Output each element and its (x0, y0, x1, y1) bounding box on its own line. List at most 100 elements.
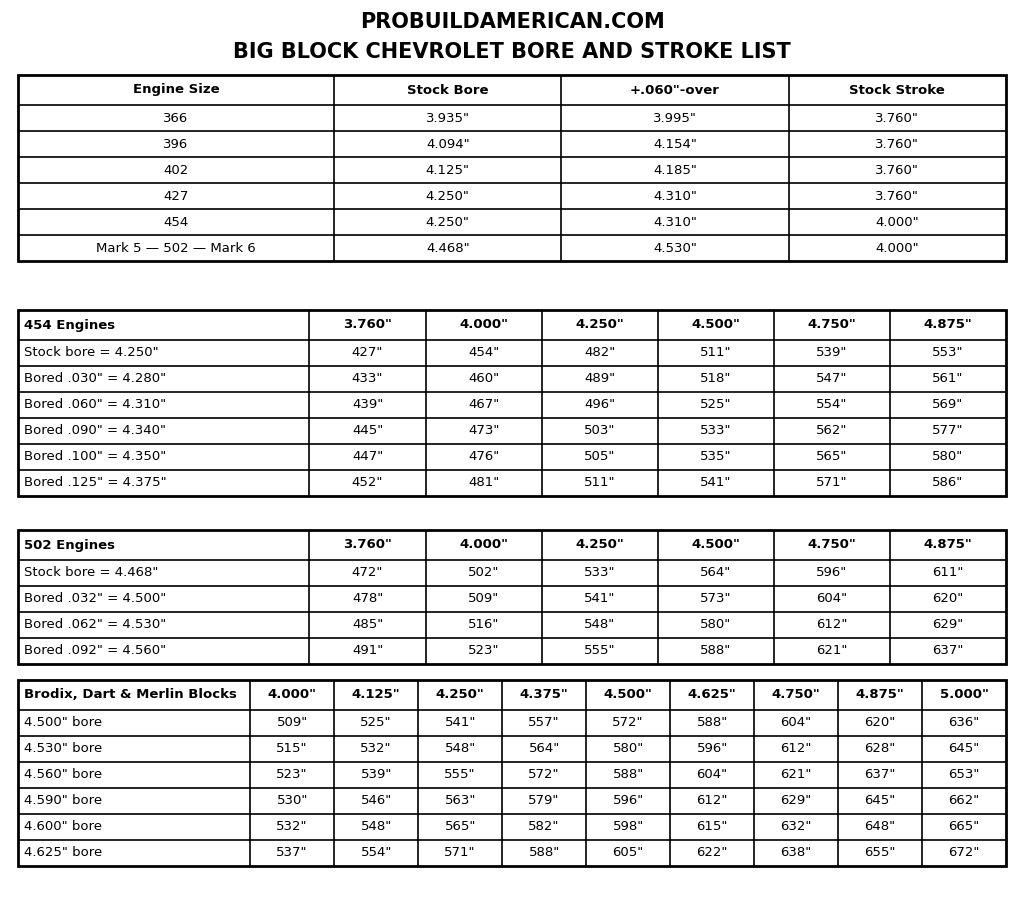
Text: Engine Size: Engine Size (133, 84, 219, 96)
Text: 532": 532" (276, 821, 308, 834)
Text: 4.185": 4.185" (653, 164, 697, 176)
Text: 4.625": 4.625" (688, 688, 736, 702)
Text: 604": 604" (780, 716, 812, 730)
Text: 502": 502" (468, 566, 500, 580)
Text: 485": 485" (352, 618, 383, 632)
Text: 511": 511" (700, 346, 731, 359)
Text: 3.760": 3.760" (876, 164, 920, 176)
Text: 523": 523" (276, 768, 308, 782)
Text: 5.000": 5.000" (940, 688, 988, 702)
Text: 533": 533" (584, 566, 615, 580)
Text: 565": 565" (444, 821, 476, 834)
Text: 4.750": 4.750" (808, 538, 856, 552)
Text: 653": 653" (948, 768, 980, 782)
Text: 539": 539" (360, 768, 392, 782)
Text: 515": 515" (276, 743, 308, 755)
Text: 4.468": 4.468" (426, 242, 470, 255)
Text: 502 Engines: 502 Engines (24, 538, 115, 552)
Text: 541": 541" (700, 476, 731, 490)
Text: 4.590" bore: 4.590" bore (24, 794, 102, 807)
Text: 648": 648" (864, 821, 896, 834)
Text: 4.375": 4.375" (520, 688, 568, 702)
Text: 4.094": 4.094" (426, 137, 470, 151)
Text: 615": 615" (696, 821, 728, 834)
Text: Stock bore = 4.250": Stock bore = 4.250" (24, 346, 159, 359)
Text: 476": 476" (468, 451, 500, 464)
Text: 4.000": 4.000" (876, 242, 920, 255)
Text: 533": 533" (700, 425, 731, 437)
Text: 503": 503" (584, 425, 615, 437)
Text: 530": 530" (276, 794, 308, 807)
Text: 366: 366 (164, 112, 188, 125)
Text: 628": 628" (864, 743, 896, 755)
Text: 4.250": 4.250" (436, 688, 484, 702)
Text: 3.760": 3.760" (876, 189, 920, 203)
Text: 655": 655" (864, 846, 896, 860)
Text: 481": 481" (468, 476, 500, 490)
Text: Brodix, Dart & Merlin Blocks: Brodix, Dart & Merlin Blocks (24, 688, 237, 702)
Text: 636": 636" (948, 716, 980, 730)
Text: 539": 539" (816, 346, 848, 359)
Text: 645": 645" (864, 794, 896, 807)
Text: 548": 548" (584, 618, 615, 632)
Text: 588": 588" (612, 768, 644, 782)
Text: 561": 561" (932, 373, 964, 385)
Text: 509": 509" (276, 716, 308, 730)
Text: 638": 638" (780, 846, 812, 860)
Text: 4.500": 4.500" (604, 688, 652, 702)
Text: 554": 554" (816, 398, 848, 412)
Text: 537": 537" (276, 846, 308, 860)
Text: 3.760": 3.760" (343, 538, 392, 552)
Text: 586": 586" (932, 476, 964, 490)
Text: 548": 548" (444, 743, 476, 755)
Text: 516": 516" (468, 618, 500, 632)
Text: 580": 580" (612, 743, 644, 755)
Text: 547": 547" (816, 373, 848, 385)
Text: 605": 605" (612, 846, 644, 860)
Text: 3.995": 3.995" (653, 112, 697, 125)
Text: 460": 460" (468, 373, 499, 385)
Text: 396: 396 (164, 137, 188, 151)
Text: 4.125": 4.125" (352, 688, 400, 702)
Text: Bored .125" = 4.375": Bored .125" = 4.375" (24, 476, 167, 490)
Text: 3.760": 3.760" (343, 318, 392, 332)
Text: 454": 454" (468, 346, 500, 359)
Text: 596": 596" (696, 743, 728, 755)
Text: 509": 509" (468, 593, 500, 605)
Text: 611": 611" (932, 566, 964, 580)
Text: +.060"-over: +.060"-over (630, 84, 720, 96)
Text: 535": 535" (700, 451, 731, 464)
Text: 612": 612" (816, 618, 848, 632)
Text: 571": 571" (444, 846, 476, 860)
Text: 564": 564" (528, 743, 560, 755)
Text: 4.750": 4.750" (772, 688, 820, 702)
Text: 4.310": 4.310" (653, 215, 697, 228)
Text: 555": 555" (584, 644, 615, 657)
Text: 621": 621" (816, 644, 848, 657)
Text: 672": 672" (948, 846, 980, 860)
Text: 4.000": 4.000" (459, 318, 508, 332)
Text: 622": 622" (696, 846, 728, 860)
Text: 4.875": 4.875" (924, 538, 973, 552)
Text: Mark 5 — 502 — Mark 6: Mark 5 — 502 — Mark 6 (96, 242, 256, 255)
Text: 588": 588" (528, 846, 560, 860)
Text: 427: 427 (164, 189, 188, 203)
Text: 629": 629" (780, 794, 812, 807)
Text: 452": 452" (352, 476, 383, 490)
Text: 4.500" bore: 4.500" bore (24, 716, 102, 730)
Text: Bored .092" = 4.560": Bored .092" = 4.560" (24, 644, 166, 657)
Text: 532": 532" (360, 743, 392, 755)
Text: 588": 588" (700, 644, 731, 657)
Text: 3.935": 3.935" (426, 112, 470, 125)
Text: Stock Bore: Stock Bore (407, 84, 488, 96)
Text: 553": 553" (932, 346, 964, 359)
Text: 505": 505" (584, 451, 615, 464)
Text: 604": 604" (696, 768, 728, 782)
Text: 4.250": 4.250" (426, 215, 470, 228)
Text: 4.500": 4.500" (691, 318, 740, 332)
Text: 3.760": 3.760" (876, 112, 920, 125)
Bar (18, 75, 1006, 261)
Text: 579": 579" (528, 794, 560, 807)
Text: 467": 467" (468, 398, 500, 412)
Text: 572": 572" (528, 768, 560, 782)
